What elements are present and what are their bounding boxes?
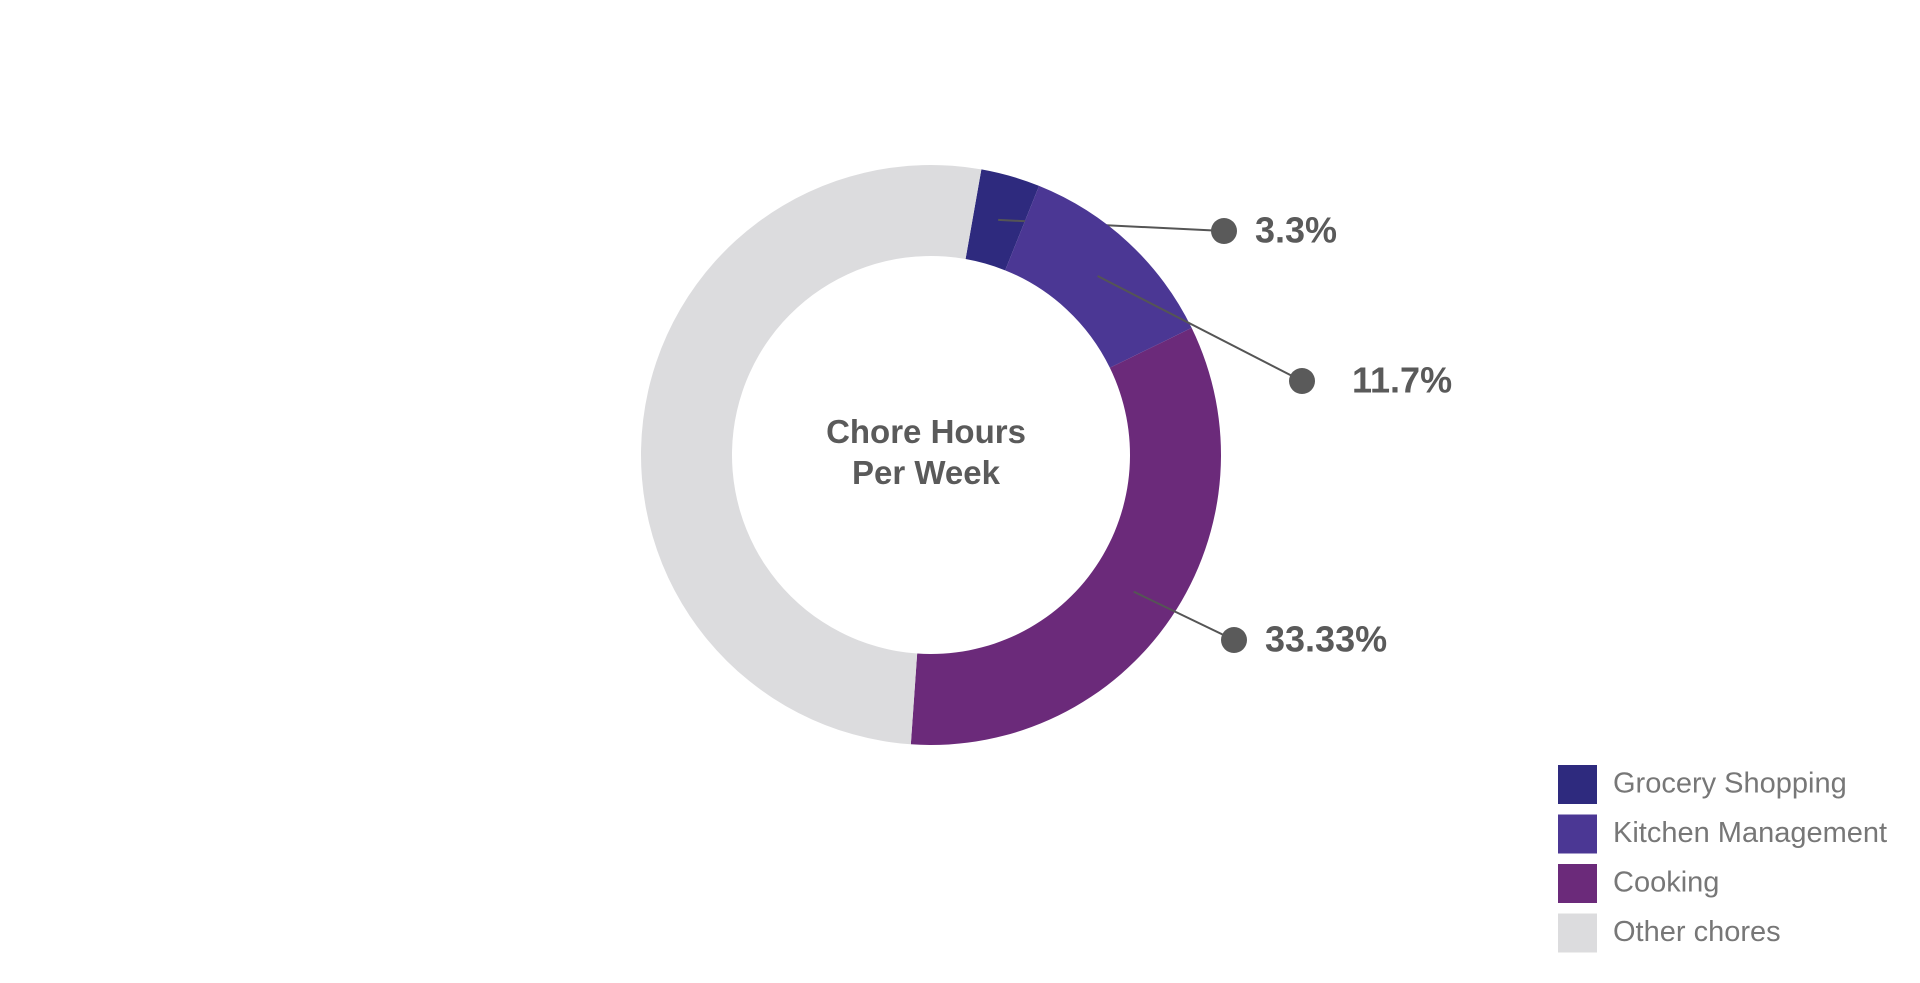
legend-label: Other chores — [1613, 916, 1781, 948]
leader-line — [1133, 590, 1235, 641]
value-label: 11.7% — [1352, 360, 1452, 401]
donut-segment — [910, 327, 1221, 745]
legend-swatch — [1558, 765, 1597, 804]
legend-label: Cooking — [1613, 867, 1719, 899]
leader-dot — [1289, 368, 1315, 394]
value-label: 3.3% — [1255, 210, 1337, 251]
legend-swatch — [1558, 913, 1597, 953]
legend-swatch — [1558, 864, 1597, 903]
leader-dot — [1211, 218, 1237, 244]
legend-label: Kitchen Management — [1613, 817, 1887, 849]
leader-dot — [1221, 627, 1247, 653]
value-label: 33.33% — [1265, 619, 1387, 660]
leader-line — [1097, 275, 1303, 382]
legend-swatch — [1558, 814, 1597, 854]
legend-label: Grocery Shopping — [1613, 768, 1847, 800]
chart-title: Chore Hours Per Week — [826, 413, 1026, 491]
donut-segment — [640, 164, 982, 745]
